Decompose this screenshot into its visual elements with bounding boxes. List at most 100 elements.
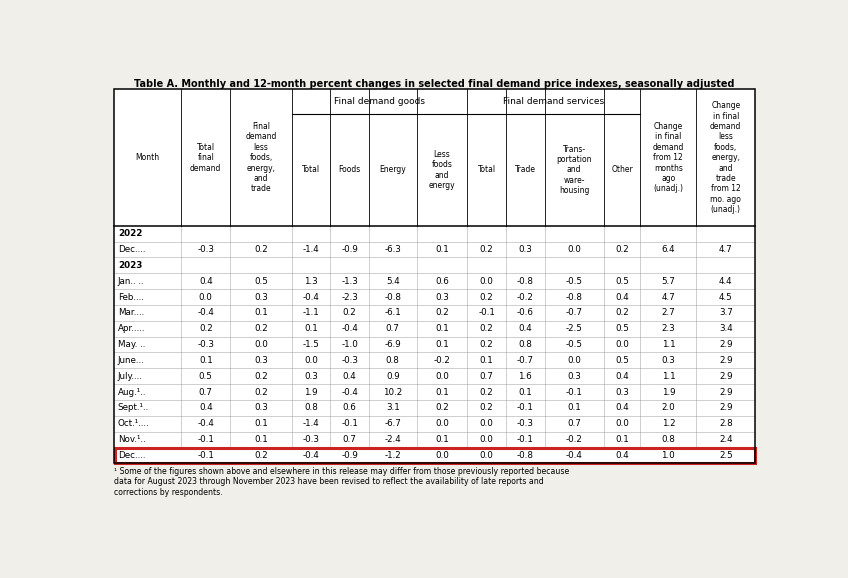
Text: 4.5: 4.5 xyxy=(719,292,733,302)
Text: 0.1: 0.1 xyxy=(435,324,449,333)
Text: -0.4: -0.4 xyxy=(303,451,320,460)
Text: Change
in final
demand
less
foods,
energy,
and
trade
from 12
mo. ago
(unadj.): Change in final demand less foods, energ… xyxy=(710,101,741,214)
Text: -0.3: -0.3 xyxy=(198,245,215,254)
Text: 0.6: 0.6 xyxy=(343,403,356,412)
Text: 0.3: 0.3 xyxy=(661,356,675,365)
Text: 0.1: 0.1 xyxy=(435,245,449,254)
Text: 0.0: 0.0 xyxy=(435,419,449,428)
Text: 0.1: 0.1 xyxy=(518,387,532,397)
Text: -2.5: -2.5 xyxy=(566,324,583,333)
Text: Total: Total xyxy=(302,165,321,175)
Text: 0.0: 0.0 xyxy=(480,277,494,286)
Text: 0.0: 0.0 xyxy=(567,245,581,254)
Text: 0.5: 0.5 xyxy=(615,324,629,333)
Text: 0.7: 0.7 xyxy=(567,419,581,428)
Text: 0.0: 0.0 xyxy=(304,356,318,365)
Text: Dec....: Dec.... xyxy=(118,451,145,460)
Text: Less
foods
and
energy: Less foods and energy xyxy=(429,150,455,190)
Text: 1.3: 1.3 xyxy=(304,277,318,286)
Text: -6.3: -6.3 xyxy=(384,245,401,254)
Text: 0.0: 0.0 xyxy=(615,419,629,428)
Text: 0.2: 0.2 xyxy=(615,309,629,317)
Text: 0.1: 0.1 xyxy=(254,435,268,444)
Text: 2.4: 2.4 xyxy=(719,435,733,444)
Text: 0.8: 0.8 xyxy=(304,403,318,412)
Text: 0.4: 0.4 xyxy=(199,403,213,412)
Text: Final demand services: Final demand services xyxy=(504,97,605,106)
Text: -1.1: -1.1 xyxy=(303,309,320,317)
Text: -0.5: -0.5 xyxy=(566,277,583,286)
Text: 0.1: 0.1 xyxy=(435,387,449,397)
Text: Trade: Trade xyxy=(515,165,536,175)
Text: 6.4: 6.4 xyxy=(661,245,675,254)
Text: 2.9: 2.9 xyxy=(719,403,733,412)
Text: 0.8: 0.8 xyxy=(518,340,533,349)
Text: 0.0: 0.0 xyxy=(435,451,449,460)
Text: 1.6: 1.6 xyxy=(518,372,532,381)
Text: -0.7: -0.7 xyxy=(566,309,583,317)
Text: 0.2: 0.2 xyxy=(254,372,268,381)
Text: -0.1: -0.1 xyxy=(566,387,583,397)
Text: 0.2: 0.2 xyxy=(254,387,268,397)
Text: 0.1: 0.1 xyxy=(435,435,449,444)
Text: 5.4: 5.4 xyxy=(386,277,399,286)
Text: 2.0: 2.0 xyxy=(661,403,675,412)
Text: 0.1: 0.1 xyxy=(435,340,449,349)
Text: 0.7: 0.7 xyxy=(343,435,357,444)
Text: 0.2: 0.2 xyxy=(254,451,268,460)
Text: 0.0: 0.0 xyxy=(480,419,494,428)
Text: -0.2: -0.2 xyxy=(516,292,533,302)
Text: -0.8: -0.8 xyxy=(384,292,401,302)
Text: 0.5: 0.5 xyxy=(615,277,629,286)
Text: 0.1: 0.1 xyxy=(254,419,268,428)
Text: -6.9: -6.9 xyxy=(384,340,401,349)
Text: -6.1: -6.1 xyxy=(384,309,401,317)
Text: -0.8: -0.8 xyxy=(516,451,533,460)
Text: -0.8: -0.8 xyxy=(566,292,583,302)
Text: May. ..: May. .. xyxy=(118,340,145,349)
Text: -0.9: -0.9 xyxy=(341,451,358,460)
Text: Foods: Foods xyxy=(338,165,361,175)
Text: 0.2: 0.2 xyxy=(435,403,449,412)
Text: 0.2: 0.2 xyxy=(480,387,494,397)
Text: Aug.¹..: Aug.¹.. xyxy=(118,387,147,397)
Text: 1.9: 1.9 xyxy=(304,387,318,397)
Text: -0.8: -0.8 xyxy=(516,277,533,286)
Text: -0.1: -0.1 xyxy=(516,403,533,412)
Text: 0.8: 0.8 xyxy=(386,356,399,365)
Text: 4.4: 4.4 xyxy=(719,277,733,286)
Text: -0.4: -0.4 xyxy=(198,309,215,317)
Text: -0.3: -0.3 xyxy=(516,419,533,428)
Text: -0.1: -0.1 xyxy=(516,435,533,444)
Text: -1.4: -1.4 xyxy=(303,245,320,254)
Text: 0.5: 0.5 xyxy=(198,372,213,381)
Text: 0.0: 0.0 xyxy=(615,340,629,349)
Text: 0.4: 0.4 xyxy=(615,451,629,460)
Text: 0.5: 0.5 xyxy=(615,356,629,365)
Text: -0.4: -0.4 xyxy=(566,451,583,460)
Text: 0.0: 0.0 xyxy=(567,356,581,365)
Text: 0.1: 0.1 xyxy=(480,356,494,365)
Text: 0.3: 0.3 xyxy=(254,356,268,365)
Text: 4.7: 4.7 xyxy=(719,245,733,254)
Text: -1.2: -1.2 xyxy=(384,451,401,460)
Text: 0.2: 0.2 xyxy=(615,245,629,254)
Text: 10.2: 10.2 xyxy=(383,387,403,397)
Text: -0.4: -0.4 xyxy=(341,324,358,333)
Text: 0.2: 0.2 xyxy=(254,324,268,333)
Text: -0.1: -0.1 xyxy=(341,419,358,428)
Text: Final demand goods: Final demand goods xyxy=(334,97,425,106)
Text: June...: June... xyxy=(118,356,144,365)
Text: -0.7: -0.7 xyxy=(516,356,533,365)
Text: 0.2: 0.2 xyxy=(480,340,494,349)
Text: 1.0: 1.0 xyxy=(661,451,675,460)
Text: 0.3: 0.3 xyxy=(435,292,449,302)
Text: -0.3: -0.3 xyxy=(303,435,320,444)
Text: 2.9: 2.9 xyxy=(719,387,733,397)
Text: 0.2: 0.2 xyxy=(199,324,213,333)
Text: 0.2: 0.2 xyxy=(480,324,494,333)
Text: 0.6: 0.6 xyxy=(435,277,449,286)
Text: July....: July.... xyxy=(118,372,142,381)
Text: Total: Total xyxy=(477,165,496,175)
Text: 0.9: 0.9 xyxy=(386,372,399,381)
